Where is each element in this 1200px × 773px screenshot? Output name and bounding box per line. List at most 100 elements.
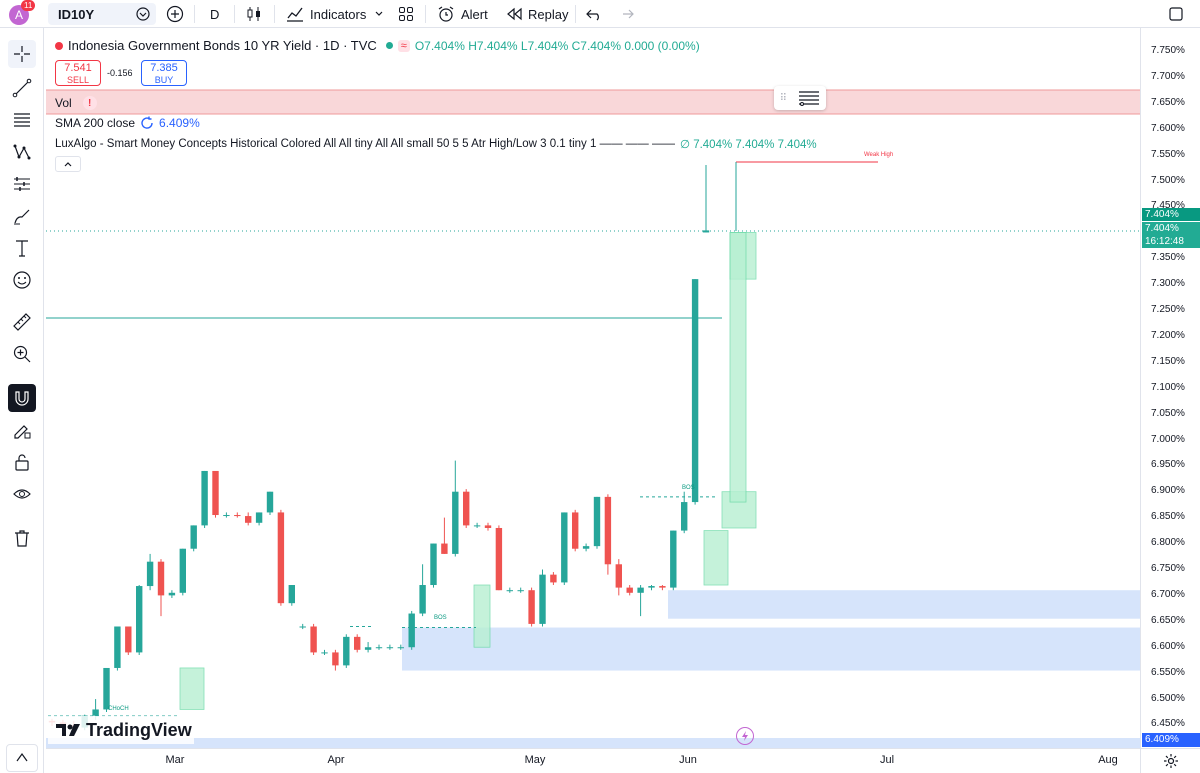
- current-price-tag: 7.404%: [1142, 222, 1200, 235]
- price-tick-label: 7.150%: [1151, 355, 1185, 367]
- user-avatar[interactable]: A 11: [9, 0, 36, 25]
- time-tick-label: Jul: [879, 754, 895, 766]
- candle-body: [506, 590, 513, 592]
- candle-body: [223, 515, 230, 517]
- refresh-icon[interactable]: [140, 116, 154, 130]
- bos-label: BOS: [434, 615, 447, 621]
- tradingview-logo[interactable]: TradingView: [48, 716, 194, 744]
- candle-body: [266, 491, 274, 513]
- drag-handle-icon[interactable]: ⠿: [779, 92, 787, 104]
- spread-value: -0.156: [107, 68, 133, 78]
- ohlc-values: O7.404% H7.404% L7.404% C7.404% 0.000 (0…: [414, 38, 700, 53]
- candle-body: [637, 587, 644, 593]
- toolbar-divider: [194, 5, 195, 23]
- candle-body: [168, 592, 176, 596]
- sma-label: SMA 200 close: [55, 116, 136, 130]
- lock-drawings-pencil-tool[interactable]: [8, 416, 36, 444]
- price-tick-label: 6.650%: [1151, 614, 1185, 626]
- collapse-legend-button[interactable]: [55, 156, 81, 172]
- undo-button[interactable]: [586, 4, 602, 24]
- time-tick-label: Jun: [679, 754, 697, 766]
- compare-button[interactable]: [166, 4, 184, 24]
- price-tick-label: 7.700%: [1151, 70, 1185, 82]
- indicators-button[interactable]: Indicators: [286, 4, 366, 24]
- time-axis[interactable]: Mar Apr May Jun Jul Aug: [46, 748, 1140, 773]
- symbol-search[interactable]: ID10Y: [48, 3, 156, 25]
- redo-button[interactable]: [618, 4, 634, 24]
- candle-body: [277, 512, 285, 604]
- vol-label: Vol: [55, 96, 72, 110]
- pattern-tool[interactable]: [8, 138, 36, 166]
- toolbar-divider: [234, 5, 235, 23]
- luxalgo-legend-row[interactable]: LuxAlgo - Smart Money Concepts Historica…: [55, 137, 817, 151]
- price-axis[interactable]: 7.750% 7.700% 7.650% 7.600% 7.550% 7.500% 7.45…: [1140, 28, 1200, 748]
- price-chart[interactable]: Weak High BOS BOS CHoCH: [46, 30, 1140, 748]
- events-lightning-icon[interactable]: [736, 727, 754, 745]
- emoji-tool[interactable]: [8, 266, 36, 294]
- sell-button[interactable]: 7.541 SELL: [55, 60, 101, 86]
- visibility-tool[interactable]: [8, 480, 36, 508]
- candle-body: [463, 491, 470, 526]
- candle-body: [495, 527, 503, 591]
- candle-body: [255, 512, 263, 523]
- forecast-tool[interactable]: [8, 170, 36, 198]
- price-tick-label: 6.750%: [1151, 563, 1185, 574]
- menu-icon[interactable]: [798, 90, 820, 106]
- vol-legend-row[interactable]: Vol !: [55, 96, 97, 110]
- chart-settings-button[interactable]: [1140, 748, 1200, 773]
- candle-body: [288, 585, 295, 604]
- interval-label: D: [210, 6, 220, 22]
- price-tick-label: 7.600%: [1151, 122, 1185, 134]
- interval-button[interactable]: D: [210, 4, 219, 24]
- brush-tool[interactable]: [8, 202, 36, 230]
- market-status-dot: [55, 41, 63, 50]
- price-tick-label: 6.550%: [1151, 666, 1185, 678]
- lock-tool[interactable]: [8, 448, 36, 476]
- horizontal-lines-icon: [14, 113, 30, 127]
- bar-countdown-tag: 16:12:48: [1142, 235, 1200, 248]
- sma-legend-row[interactable]: SMA 200 close 6.409%: [55, 116, 200, 130]
- price-tick-label: 7.300%: [1151, 278, 1185, 290]
- undo-icon: [586, 9, 599, 21]
- toolbar-divider: [575, 5, 576, 23]
- fib-tool[interactable]: [8, 106, 36, 134]
- pane-controls[interactable]: ⠿: [774, 86, 826, 110]
- series-title[interactable]: Indonesia Government Bonds 10 YR Yield ·…: [68, 38, 377, 53]
- candle-body: [670, 530, 677, 588]
- chart-type-button[interactable]: [245, 4, 263, 24]
- candle-body: [212, 470, 219, 516]
- layouts-button[interactable]: [398, 4, 414, 24]
- buy-button[interactable]: 7.385 BUY: [141, 60, 187, 86]
- sell-label: SELL: [66, 75, 90, 85]
- symbol-dropdown-icon[interactable]: [136, 7, 150, 21]
- price-tick-label: 6.500%: [1151, 692, 1185, 704]
- fullscreen-button[interactable]: [1168, 4, 1184, 24]
- symbol-name: ID10Y: [58, 6, 95, 22]
- candle-body: [146, 561, 154, 587]
- object-tree-button[interactable]: [6, 744, 38, 772]
- luxalgo-label: LuxAlgo - Smart Money Concepts Historica…: [55, 138, 675, 150]
- crosshair-tool[interactable]: [8, 40, 36, 68]
- magnet-tool[interactable]: [8, 384, 36, 412]
- indicators-dropdown[interactable]: [374, 4, 384, 24]
- remove-drawings-tool[interactable]: [8, 524, 36, 552]
- price-tick-label: 7.350%: [1151, 252, 1185, 264]
- chevron-up-icon: [64, 162, 72, 167]
- fvg-box: [473, 584, 491, 648]
- text-tool[interactable]: [8, 234, 36, 262]
- warning-icon[interactable]: !: [82, 96, 97, 110]
- candle-body: [234, 515, 241, 517]
- replay-button[interactable]: Replay: [506, 4, 568, 24]
- brush-icon: [14, 209, 30, 225]
- candle-body: [528, 590, 535, 624]
- price-tick-label: 7.250%: [1151, 304, 1185, 315]
- pencil-lock-icon: [14, 425, 31, 439]
- measure-tool[interactable]: [8, 308, 36, 336]
- alert-button[interactable]: Alert: [437, 4, 488, 24]
- toolbar-divider: [425, 5, 426, 23]
- candle-body: [648, 586, 655, 588]
- lightning-icon: [742, 731, 748, 741]
- trend-line-tool[interactable]: [8, 74, 36, 102]
- delay-badge-icon[interactable]: ≈: [397, 39, 410, 52]
- zoom-tool[interactable]: [8, 340, 36, 368]
